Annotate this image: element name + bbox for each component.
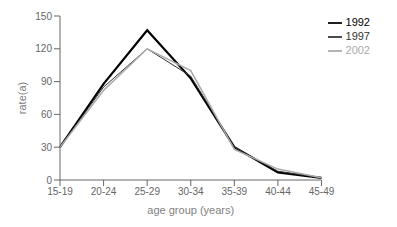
svg-text:15-19: 15-19 xyxy=(47,186,73,197)
svg-text:45-49: 45-49 xyxy=(309,186,335,197)
svg-text:0: 0 xyxy=(46,175,52,186)
svg-text:150: 150 xyxy=(35,11,52,22)
svg-text:20-24: 20-24 xyxy=(91,186,117,197)
svg-text:35-39: 35-39 xyxy=(222,186,248,197)
svg-text:30-34: 30-34 xyxy=(178,186,204,197)
svg-text:rate(a): rate(a) xyxy=(16,82,28,114)
html-text:1997: 1997 xyxy=(345,30,370,43)
svg-text:age group (years): age group (years) xyxy=(147,204,234,216)
svg-text:120: 120 xyxy=(35,43,52,54)
html-text:2002: 2002 xyxy=(345,44,370,57)
svg-text:90: 90 xyxy=(41,76,53,87)
svg-text:25-29: 25-29 xyxy=(134,186,160,197)
svg-text:30: 30 xyxy=(41,142,53,153)
svg-text:40-44: 40-44 xyxy=(265,186,291,197)
html-text:1992: 1992 xyxy=(345,16,370,28)
svg-text:60: 60 xyxy=(41,109,53,120)
